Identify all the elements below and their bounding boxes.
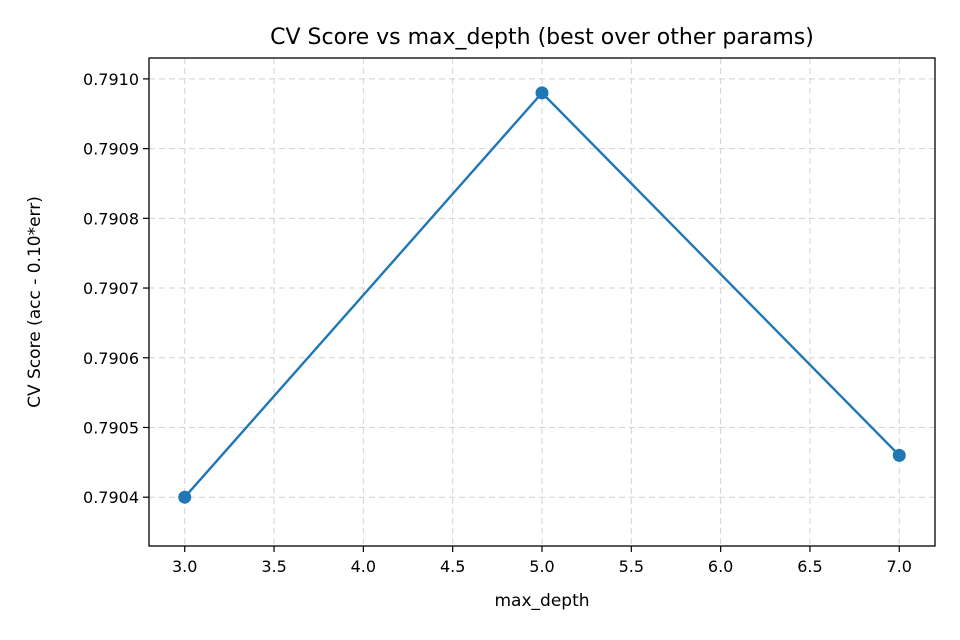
y-tick-label: 0.7907: [83, 279, 139, 298]
grid: [149, 58, 935, 546]
data-point: [892, 448, 906, 462]
y-tick-label: 0.7910: [83, 70, 139, 89]
x-axis: 3.0 3.5 4.0 4.5 5.0 5.5 6.0 6.5 7.0: [172, 546, 912, 576]
y-tick-label: 0.7904: [83, 488, 139, 507]
x-tick-label: 7.0: [887, 557, 912, 576]
y-tick-label: 0.7908: [83, 209, 139, 228]
data-point: [178, 490, 192, 504]
x-tick-label: 3.0: [172, 557, 197, 576]
series-layer: [178, 86, 906, 504]
chart-title: CV Score vs max_depth (best over other p…: [270, 25, 814, 50]
y-axis-label: CV Score (acc - 0.10*err): [25, 196, 45, 408]
y-tick-label: 0.7906: [83, 349, 139, 368]
data-point: [535, 86, 549, 100]
x-tick-label: 6.0: [708, 557, 733, 576]
x-tick-label: 4.0: [351, 557, 376, 576]
x-tick-label: 4.5: [440, 557, 465, 576]
x-tick-label: 5.5: [619, 557, 644, 576]
x-tick-label: 3.5: [261, 557, 286, 576]
x-tick-label: 6.5: [797, 557, 822, 576]
y-tick-label: 0.7909: [83, 140, 139, 159]
y-tick-label: 0.7905: [83, 418, 139, 437]
x-axis-label: max_depth: [494, 591, 589, 611]
x-tick-label: 5.0: [529, 557, 554, 576]
y-axis: 0.7904 0.7905 0.7906 0.7907 0.7908 0.7909 0.79…: [83, 70, 149, 507]
